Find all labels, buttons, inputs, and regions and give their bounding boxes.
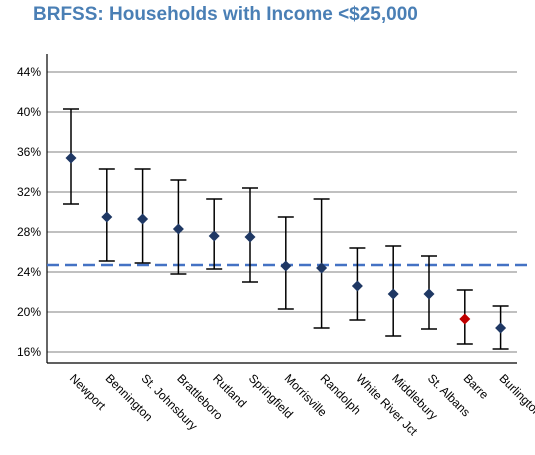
data-point [172, 223, 184, 235]
y-tick-label: 28% [17, 225, 41, 239]
x-tick-label: Barre [461, 371, 492, 402]
y-tick-label: 16% [17, 345, 41, 359]
y-tick-label: 36% [17, 145, 41, 159]
data-point [280, 260, 292, 272]
data-point [495, 322, 507, 334]
chart-title: BRFSS: Households with Income <$25,000 [33, 4, 418, 25]
data-point [423, 288, 435, 300]
x-tick-label: White River Jct [353, 371, 420, 438]
y-tick-label: 44% [17, 65, 41, 79]
y-tick-label: 24% [17, 265, 41, 279]
x-tick-label: Burlington [496, 371, 535, 419]
data-point [351, 280, 363, 292]
y-tick-label: 40% [17, 105, 41, 119]
data-point [65, 152, 77, 164]
data-point [137, 213, 149, 225]
y-tick-label: 32% [17, 185, 41, 199]
data-point [244, 231, 256, 243]
data-point [387, 288, 399, 300]
data-point [101, 211, 113, 223]
y-tick-label: 20% [17, 305, 41, 319]
x-tick-label: Newport [67, 371, 109, 413]
data-point [208, 230, 220, 242]
data-point [459, 313, 471, 325]
data-point [316, 262, 328, 274]
